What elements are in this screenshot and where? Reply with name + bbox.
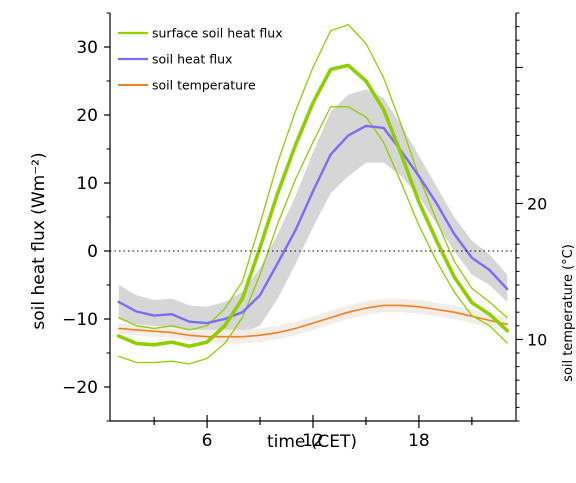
soil-heat-flux-range-band [118,89,508,333]
y-axis-title: soil heat flux (Wm⁻²) [29,152,49,329]
legend-label: soil temperature [152,78,256,93]
legend-item-soil-temperature: soil temperature [118,78,256,93]
x-tick-label: 18 [408,431,430,451]
x-tick-label: 6 [202,431,213,451]
surface-soil-heat-flux-lower-line [118,106,508,365]
y2-axis-title: soil temperature (°C) [561,244,576,382]
legend: surface soil heat flux soil heat flux soil… [118,26,283,93]
y-tick-label: 10 [76,174,98,194]
x-axis-title: time (CET) [267,432,357,452]
legend-label: surface soil heat flux [152,26,283,41]
axes: −20 −10 0 10 20 30 6 12 18 10 20 [62,12,547,451]
surface-soil-heat-flux-upper-line [118,23,508,331]
uncertainty-bands [118,89,508,344]
y-tick-label: −10 [62,310,98,330]
series-lines [117,23,509,365]
x-tick-label: 12 [302,431,324,451]
legend-label: soil heat flux [152,52,232,67]
y2-tick-label: 10 [527,330,547,349]
soil-temperature-line [118,304,508,338]
y-tick-label: 20 [76,106,98,126]
legend-item-surface-soil-heat-flux: surface soil heat flux [118,26,283,41]
surface-soil-heat-flux-line [117,63,509,348]
legend-item-soil-heat-flux: soil heat flux [118,52,232,67]
y-tick-label: −20 [62,378,98,398]
y2-tick-label: 20 [527,194,547,213]
soil-heat-flux-line [117,124,509,325]
y-tick-label: 0 [87,242,98,262]
y-tick-label: 30 [76,38,98,58]
